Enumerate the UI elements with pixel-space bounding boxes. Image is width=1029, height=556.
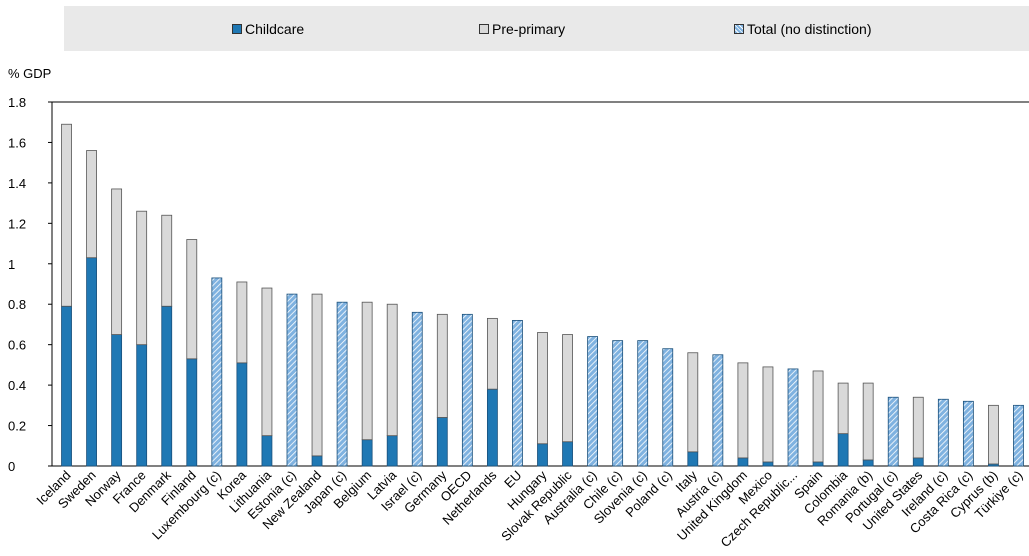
y-tick-label: 0.8 (8, 297, 26, 312)
y-tick-label: 0.6 (8, 338, 26, 353)
bar-childcare (762, 461, 774, 467)
bar-pre-primary (61, 123, 72, 307)
bar-total-no-distinction (211, 277, 223, 467)
legend-item-preprimary: Pre-primary (479, 21, 565, 37)
bar-pre-primary (988, 404, 999, 465)
bar-pre-primary (737, 362, 749, 459)
legend-item-total: Total (no distinction) (734, 21, 872, 37)
bar-pre-primary (236, 281, 248, 364)
bar-childcare (812, 461, 824, 467)
bar-childcare (236, 362, 248, 467)
y-axis-unit: % GDP (8, 66, 52, 81)
bar-childcare (436, 417, 448, 467)
bar-pre-primary (386, 303, 398, 437)
bar-total-no-distinction (637, 340, 649, 467)
bar-total-no-distinction (937, 398, 949, 467)
bar-total-no-distinction (512, 319, 523, 467)
bar-pre-primary (186, 239, 198, 360)
y-tick-label: 0.4 (8, 378, 26, 393)
bar-pre-primary (862, 382, 874, 461)
bar-pre-primary (361, 301, 373, 441)
legend-label-total: Total (no distinction) (747, 21, 872, 37)
bar-pre-primary (912, 396, 924, 459)
bar-pre-primary (111, 188, 123, 335)
bar-childcare (537, 443, 548, 467)
bar-childcare (862, 459, 874, 467)
y-tick-label: 1.8 (8, 95, 26, 110)
bar-total-no-distinction (662, 348, 674, 467)
legend: Childcare Pre-primary Total (no distinct… (64, 6, 1029, 51)
legend-swatch-preprimary (479, 24, 489, 34)
bar-childcare (486, 388, 498, 467)
legend-label-preprimary: Pre-primary (492, 21, 566, 37)
bar-pre-primary (86, 150, 97, 259)
bar-childcare (86, 257, 97, 467)
bar-childcare (136, 344, 148, 467)
bar-childcare (261, 435, 273, 467)
y-tick-label: 0.2 (8, 419, 26, 434)
bar-pre-primary (161, 214, 173, 307)
bar-pre-primary (762, 366, 774, 463)
y-tick-label: 1.4 (8, 176, 26, 191)
y-tick-label: 1.2 (8, 216, 26, 231)
bar-childcare (386, 435, 398, 467)
bar-childcare (737, 457, 749, 467)
bar-childcare (186, 358, 198, 467)
bar-total-no-distinction (286, 293, 298, 467)
bar-pre-primary (436, 313, 448, 418)
bar-total-no-distinction (336, 301, 348, 467)
bar-childcare (687, 451, 699, 467)
bar-total-no-distinction (787, 368, 799, 467)
y-tick-label: 1 (8, 257, 15, 272)
bar-total-no-distinction (962, 400, 974, 467)
bar-childcare (361, 439, 373, 467)
bar-total-no-distinction (612, 340, 624, 467)
bar-pre-primary (311, 293, 323, 457)
bar-pre-primary (261, 287, 273, 437)
bar-pre-primary (812, 370, 824, 463)
bar-childcare (562, 441, 573, 467)
legend-swatch-total (734, 24, 744, 34)
bar-pre-primary (136, 210, 148, 346)
bar-childcare (111, 334, 123, 467)
y-tick-label: 1.6 (8, 135, 26, 150)
bar-total-no-distinction (712, 354, 724, 467)
bar-childcare (912, 457, 924, 467)
bar-childcare (61, 305, 72, 467)
bar-total-no-distinction (461, 313, 473, 467)
bar-total-no-distinction (887, 396, 899, 467)
bar-total-no-distinction (411, 311, 423, 467)
bar-childcare (311, 455, 323, 467)
legend-item-childcare: Childcare (232, 21, 304, 37)
bar-total-no-distinction (587, 336, 599, 467)
bar-pre-primary (837, 382, 849, 435)
legend-swatch-childcare (232, 24, 242, 34)
bar-pre-primary (537, 332, 548, 445)
bar-childcare (837, 433, 849, 467)
bar-pre-primary (486, 317, 498, 390)
bar-childcare (161, 305, 173, 467)
bar-pre-primary (687, 352, 699, 453)
bar-total-no-distinction (1013, 404, 1024, 467)
y-tick-label: 0 (8, 459, 15, 474)
legend-label-childcare: Childcare (245, 21, 305, 37)
bar-pre-primary (562, 334, 573, 443)
